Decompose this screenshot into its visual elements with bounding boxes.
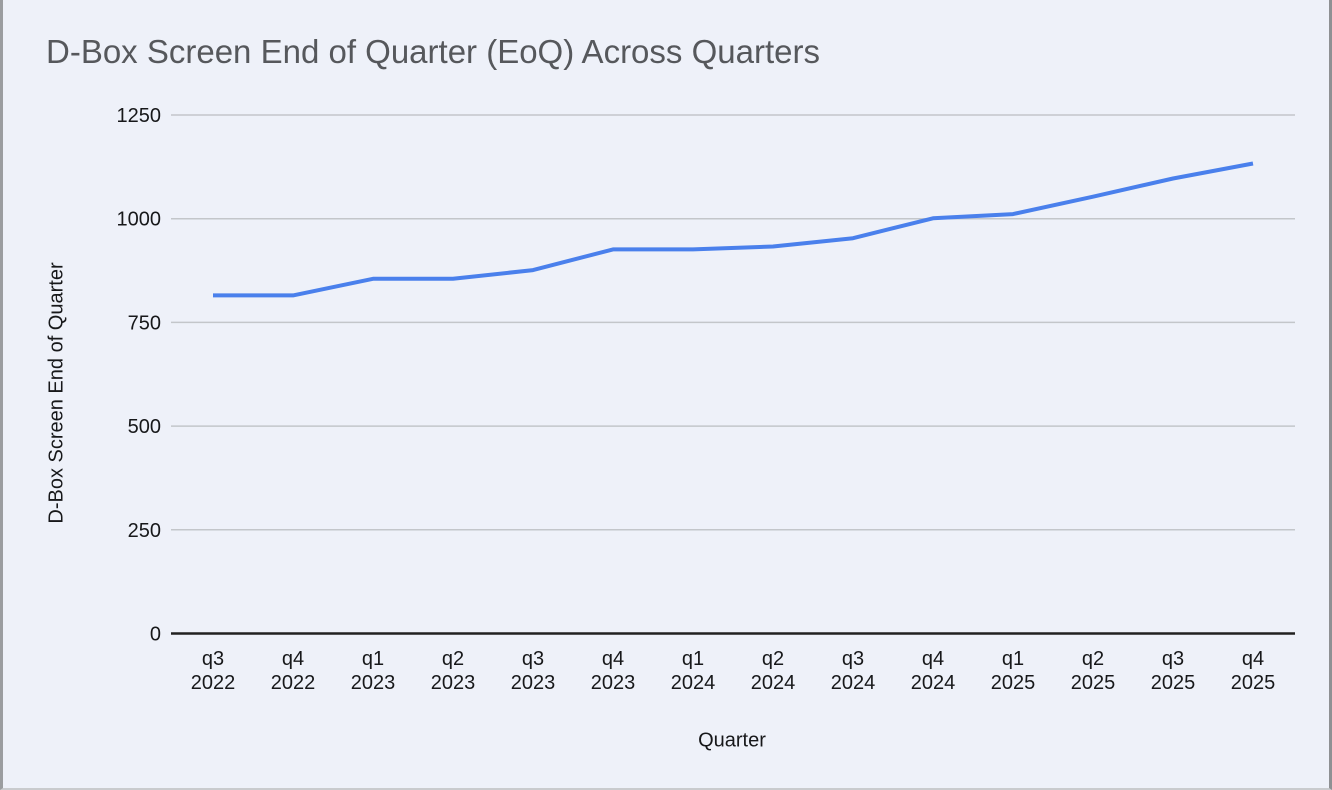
x-tick-label: q2 2025 bbox=[1071, 648, 1116, 694]
x-tick-label: q4 2023 bbox=[591, 648, 636, 694]
line-chart-plot: 0 250 500 750 1000 1250 q3 2022 q4 2022 q1 2023 q2 20… bbox=[117, 105, 1295, 694]
y-tick-label: 500 bbox=[128, 416, 161, 438]
y-tick-label: 0 bbox=[150, 624, 161, 646]
x-tick-label: q3 2023 bbox=[511, 648, 556, 694]
x-tick-label: q4 2022 bbox=[271, 648, 316, 694]
chart-title: D-Box Screen End of Quarter (EoQ) Across… bbox=[46, 33, 820, 70]
x-tick-label: q1 2023 bbox=[351, 648, 396, 694]
x-tick-label: q4 2025 bbox=[1231, 648, 1276, 694]
data-series-line bbox=[213, 161, 1254, 298]
y-tick-label: 750 bbox=[128, 312, 161, 334]
x-tick-label: q2 2023 bbox=[431, 648, 476, 694]
x-tick-label: q1 2025 bbox=[991, 648, 1036, 694]
y-tick-label: 250 bbox=[128, 520, 161, 542]
x-axis-title: Quarter bbox=[698, 729, 766, 752]
x-tick-label: q3 2024 bbox=[831, 648, 876, 694]
x-tick-label: q4 2024 bbox=[911, 648, 956, 694]
y-tick-label: 1000 bbox=[117, 209, 162, 231]
x-tick-label: q1 2024 bbox=[671, 648, 716, 694]
x-tick-label: q2 2024 bbox=[751, 648, 796, 694]
y-tick-label: 1250 bbox=[117, 105, 162, 127]
x-tick-label: q3 2022 bbox=[191, 648, 236, 694]
x-tick-label: q3 2025 bbox=[1151, 648, 1196, 694]
